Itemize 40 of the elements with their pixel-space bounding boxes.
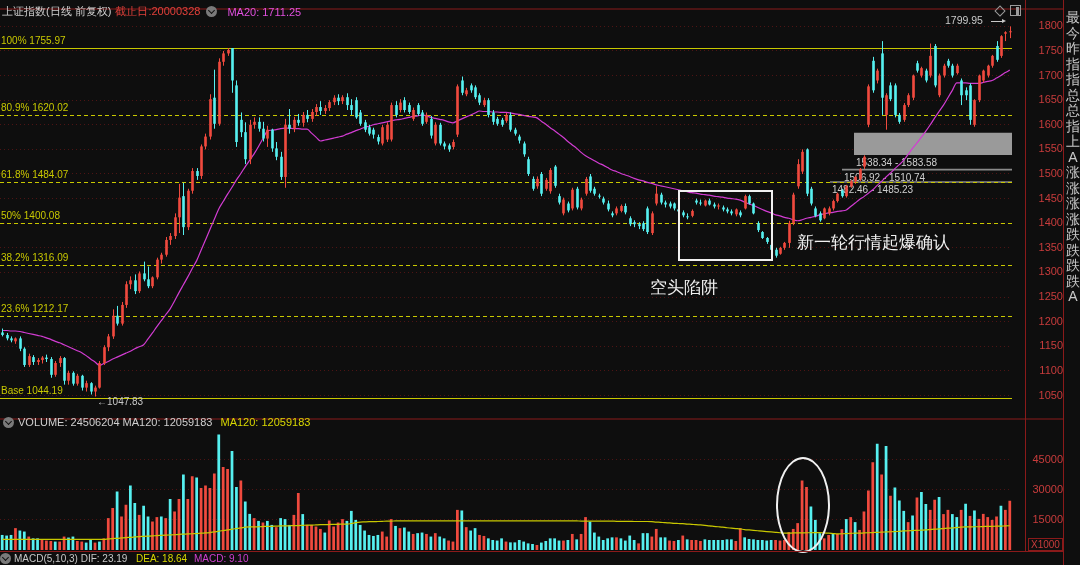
- y-tick-label: 1750: [1038, 43, 1063, 56]
- ref-line-label: 23.6% 1212.17: [1, 303, 69, 315]
- y-tick-label: 1150: [1039, 339, 1063, 352]
- y-tick-label: 1650: [1038, 93, 1063, 106]
- y-tick-label: 1550: [1038, 142, 1063, 155]
- ref-line-label: 100% 1755.97: [1, 35, 66, 47]
- y-tick-label: 1200: [1038, 314, 1063, 327]
- y-tick-label: 15000: [1032, 512, 1063, 525]
- ref-line-label: Base 1044.19: [1, 385, 64, 397]
- chart-title: VOLUME: 24506204 MA120: 12059183: [18, 416, 213, 428]
- chart-title: 上证指数(日线 前复权): [2, 4, 112, 19]
- y-tick-label: 30000: [1032, 482, 1063, 495]
- y-tick-label: 1250: [1038, 290, 1063, 303]
- y-tick-label: 1050: [1038, 388, 1063, 401]
- y-tick-label: 1100: [1039, 363, 1063, 376]
- text: MACD(5,10,3) DIF: 23.19: [14, 553, 128, 564]
- annotation: ←1047.83: [97, 396, 144, 408]
- text: MACD: 9.10: [194, 553, 249, 564]
- ref-line-label: 38.2% 1316.09: [1, 252, 69, 264]
- y-tick-label: 1300: [1038, 265, 1063, 278]
- annotation: 空头陷阱: [650, 277, 718, 299]
- ref-line-label: 61.8% 1484.07: [1, 169, 69, 181]
- y-tick-label: 45000: [1032, 452, 1063, 465]
- text: 最今昨指指总总指上A涨涨涨涨跌跌跌跌A: [1066, 9, 1080, 304]
- y-tick-label: 1800: [1038, 19, 1063, 32]
- y-tick-label: 1450: [1038, 191, 1063, 204]
- y-tick-label: 1700: [1038, 68, 1063, 81]
- ref-line-label: 80.9% 1620.02: [1, 102, 69, 114]
- y-tick-label: 1600: [1038, 117, 1063, 130]
- annotation: MA120: 12059183: [220, 416, 311, 428]
- y-tick-label: 1400: [1038, 216, 1063, 229]
- annotation: 1799.95: [945, 14, 983, 26]
- chart-subtitle: 截止日:20000328: [115, 4, 201, 19]
- text: X1000: [1028, 538, 1063, 551]
- annotation: 新一轮行情起爆确认: [797, 232, 950, 254]
- annotation: MA20: 1711.25: [227, 5, 302, 18]
- text: DEA: 18.64: [136, 553, 188, 564]
- ref-line-label: 50% 1400.08: [1, 210, 61, 222]
- y-tick-label: 1500: [1038, 167, 1063, 180]
- y-tick-label: 1350: [1038, 240, 1063, 253]
